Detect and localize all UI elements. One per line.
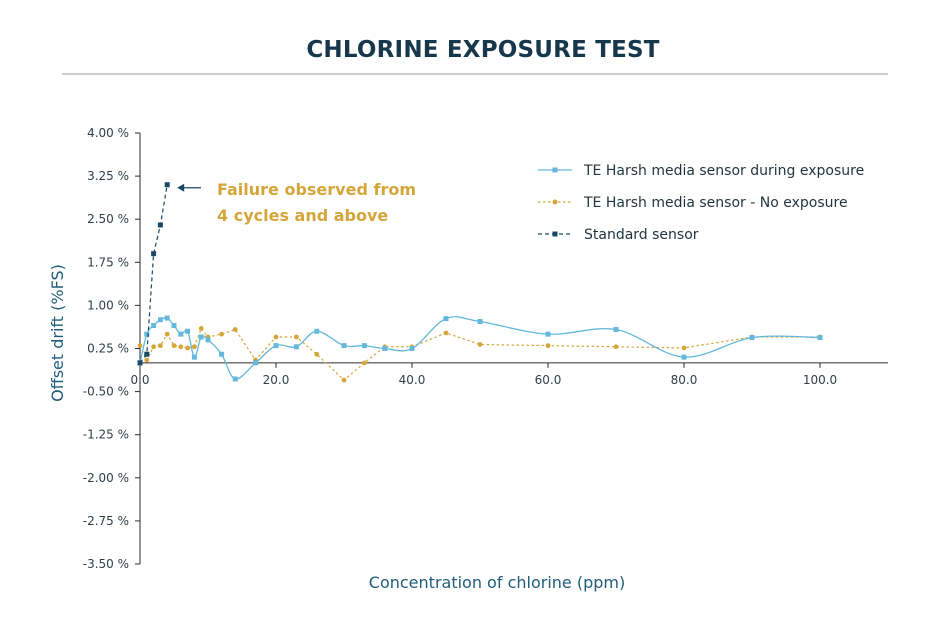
data-point bbox=[178, 331, 184, 337]
annotation-text-line: Failure observed from bbox=[217, 180, 416, 199]
annotation: Failure observed from 4 cycles and above bbox=[177, 180, 416, 225]
y-tick-label: -0.50 % bbox=[83, 385, 129, 399]
y-tick-label: -1.25 % bbox=[83, 428, 129, 442]
x-tick-label: 40.0 bbox=[399, 373, 426, 387]
annotation-text-line: 4 cycles and above bbox=[217, 206, 388, 225]
y-axis-title: Offset drift (%FS) bbox=[48, 264, 67, 402]
data-point bbox=[681, 354, 687, 360]
data-point bbox=[253, 360, 259, 366]
x-tick-label: 60.0 bbox=[535, 373, 562, 387]
data-point bbox=[164, 182, 170, 188]
data-point bbox=[185, 328, 191, 334]
y-tick-label: 1.00 % bbox=[87, 298, 129, 312]
data-point bbox=[273, 343, 279, 349]
data-point bbox=[545, 343, 551, 349]
data-point bbox=[219, 351, 225, 357]
data-point bbox=[205, 337, 211, 343]
data-point bbox=[144, 331, 150, 337]
data-point bbox=[314, 351, 320, 357]
data-point bbox=[191, 354, 197, 360]
data-point bbox=[157, 222, 163, 228]
legend: TE Harsh media sensor during exposure TE … bbox=[538, 163, 864, 243]
data-point bbox=[198, 325, 204, 331]
data-point bbox=[681, 345, 687, 351]
x-axis-ticks: 0.0 20.0 40.0 60.0 80.0 100.0 bbox=[130, 362, 837, 387]
data-point bbox=[198, 334, 204, 340]
data-point bbox=[158, 343, 163, 349]
data-point bbox=[341, 343, 347, 349]
legend-label: TE Harsh media sensor - No exposure bbox=[583, 195, 848, 211]
data-point bbox=[151, 323, 157, 329]
x-tick-label: 100.0 bbox=[803, 373, 837, 387]
y-tick-label: 2.50 % bbox=[87, 212, 129, 226]
y-tick-label: 4.00 % bbox=[87, 126, 129, 140]
x-axis-title: Concentration of chlorine (ppm) bbox=[369, 573, 625, 592]
data-point bbox=[185, 345, 191, 351]
data-point bbox=[817, 335, 823, 341]
legend-label: TE Harsh media sensor during exposure bbox=[583, 163, 864, 179]
y-tick-label: 0.25 % bbox=[87, 342, 129, 356]
series-line bbox=[139, 184, 168, 364]
series-line bbox=[139, 327, 820, 381]
data-point bbox=[443, 330, 449, 336]
data-point bbox=[477, 318, 483, 324]
legend-swatch-marker bbox=[552, 167, 558, 173]
data-point bbox=[192, 344, 197, 350]
data-point bbox=[293, 344, 299, 350]
annotation-arrowhead bbox=[177, 183, 185, 192]
legend-label: Standard sensor bbox=[584, 227, 699, 243]
data-point bbox=[314, 328, 320, 334]
data-point bbox=[477, 342, 483, 347]
data-point bbox=[151, 344, 157, 350]
data-point bbox=[164, 331, 170, 337]
data-point bbox=[613, 344, 619, 350]
x-tick-label: 80.0 bbox=[671, 373, 698, 387]
data-point bbox=[171, 323, 177, 329]
data-point bbox=[341, 377, 347, 383]
series-0 bbox=[137, 315, 823, 382]
series-layer bbox=[137, 182, 823, 383]
data-point bbox=[382, 346, 388, 351]
data-point bbox=[362, 360, 367, 366]
chart-title: CHLORINE EXPOSURE TEST bbox=[306, 37, 659, 63]
series-line bbox=[139, 316, 821, 380]
series-1 bbox=[137, 325, 823, 383]
data-point bbox=[443, 316, 449, 322]
data-point bbox=[144, 357, 150, 363]
legend-swatch-marker bbox=[552, 231, 558, 237]
legend-swatch-marker bbox=[552, 199, 558, 205]
series-2 bbox=[137, 182, 170, 366]
data-point bbox=[361, 343, 367, 349]
data-point bbox=[545, 331, 551, 337]
data-point bbox=[219, 331, 225, 337]
y-tick-label: -2.75 % bbox=[83, 514, 129, 528]
data-point bbox=[151, 251, 157, 257]
data-point bbox=[613, 327, 619, 333]
data-point bbox=[137, 343, 143, 349]
data-point bbox=[273, 334, 279, 340]
data-point bbox=[137, 360, 143, 366]
data-point bbox=[157, 317, 163, 323]
x-tick-label: 20.0 bbox=[263, 373, 290, 387]
data-point bbox=[294, 334, 299, 340]
data-point bbox=[749, 335, 755, 341]
data-point bbox=[144, 351, 150, 357]
data-point bbox=[232, 327, 238, 332]
y-axis-ticks: 4.00 % 3.25 % 2.50 % 1.75 % 1.00 % 0.25 % -0.5… bbox=[83, 126, 140, 571]
y-tick-label: -3.50 % bbox=[83, 557, 129, 571]
data-point bbox=[178, 344, 184, 350]
y-tick-label: 1.75 % bbox=[87, 255, 129, 269]
data-point bbox=[164, 315, 170, 321]
data-point bbox=[171, 343, 177, 349]
y-tick-label: -2.00 % bbox=[83, 471, 129, 485]
data-point bbox=[409, 346, 415, 351]
y-tick-label: 3.25 % bbox=[87, 169, 129, 183]
data-point bbox=[232, 376, 238, 382]
